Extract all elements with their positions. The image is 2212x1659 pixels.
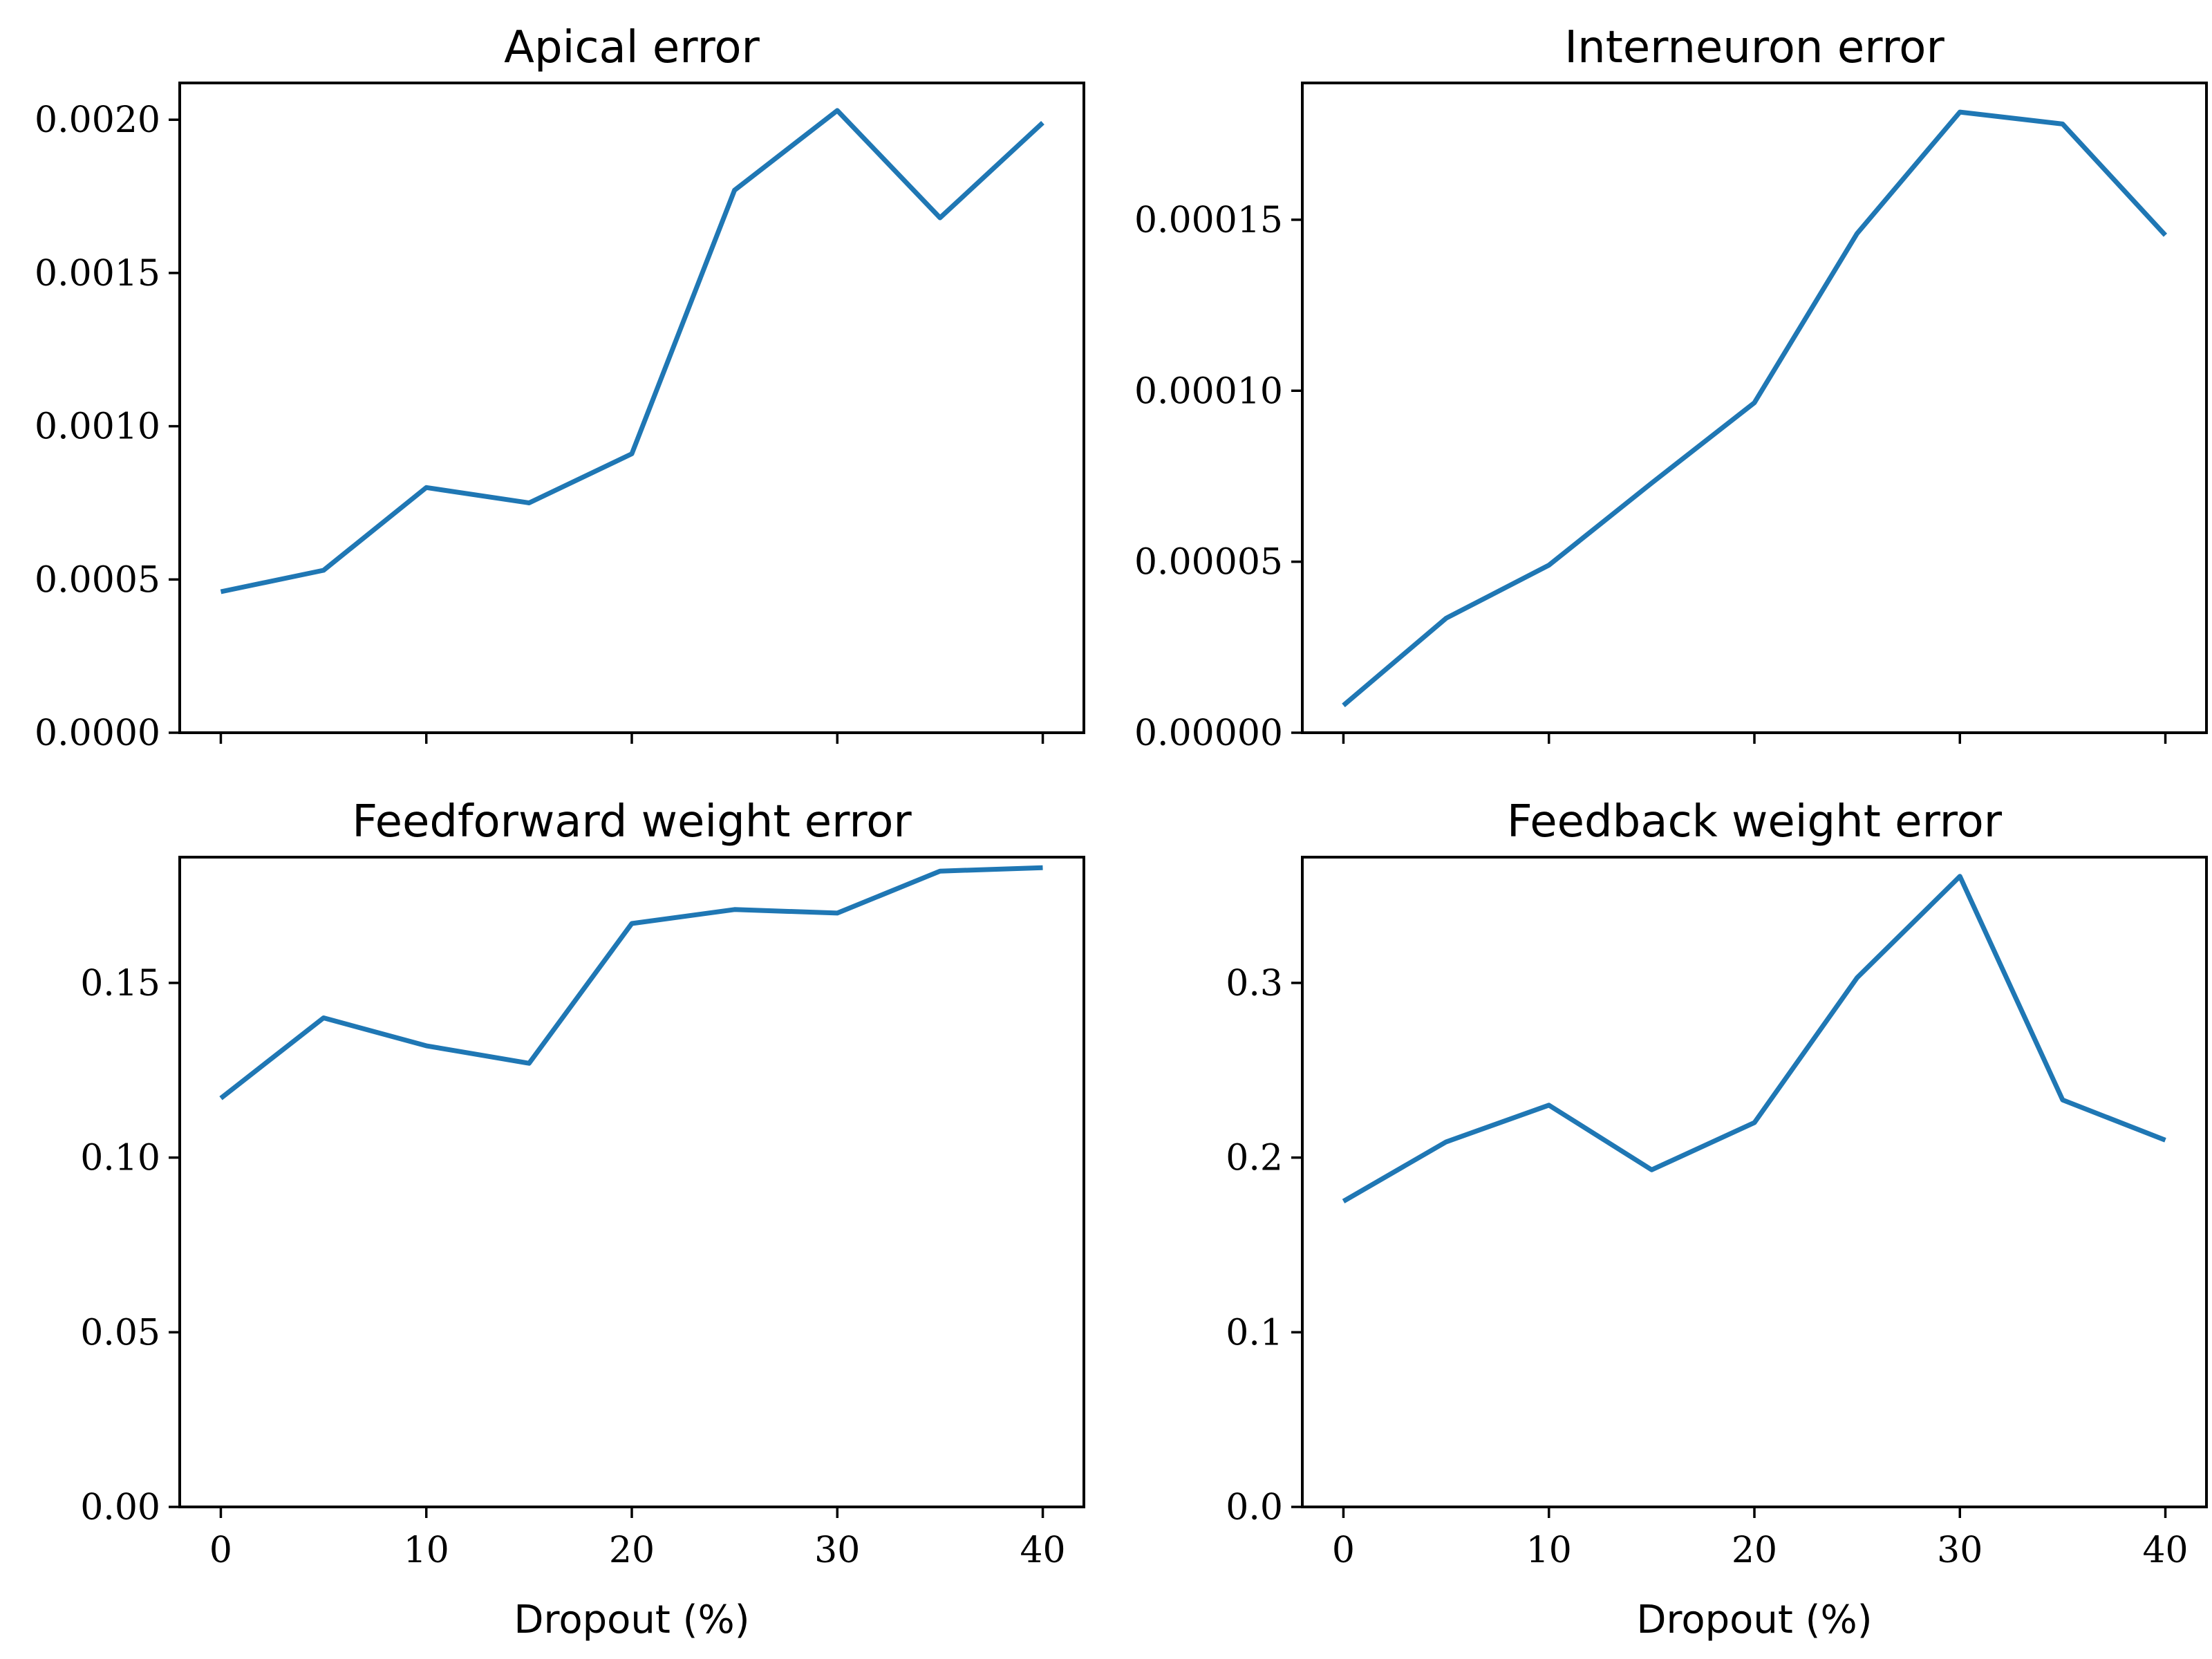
x-tick-label: 40: [1020, 1530, 1065, 1571]
plot-frame: [178, 82, 1085, 734]
y-tick-label: 0.3: [1226, 963, 1283, 1004]
chart-panel-1: Apical error 0.0000 0.0005 0.0010 0.0015 0.00…: [35, 22, 1085, 754]
x-tick-label: 30: [814, 1530, 860, 1571]
plot-frame: [1301, 856, 2208, 1508]
series-line: [1342, 109, 2168, 708]
y-tick-label: 0.0010: [35, 406, 160, 448]
x-tick-label: 20: [609, 1530, 655, 1571]
chart-title: Feedback weight error: [1507, 796, 2003, 847]
y-tick-label: 0.00: [80, 1487, 160, 1528]
y-tick-label: 0.0000: [35, 713, 160, 754]
y-tick-label: 0.0005: [35, 559, 160, 601]
x-tick-label: 10: [1526, 1530, 1572, 1571]
x-axis-label: Dropout (%): [1636, 1597, 1872, 1642]
x-axis-label: Dropout (%): [514, 1597, 749, 1642]
series-line: [1342, 874, 2166, 1203]
y-tick-label: 0.1: [1226, 1312, 1283, 1353]
y-tick-label: 0.05: [80, 1312, 160, 1353]
chart-panel-2: Interneuron error 0.00000 0.00005 0.00010 0.…: [1134, 22, 2208, 754]
series-line: [220, 108, 1044, 594]
x-tick-label: 30: [1937, 1530, 1983, 1571]
chart-title: Apical error: [504, 22, 760, 73]
y-tick-label: 0.00010: [1134, 371, 1283, 412]
plot-frame: [178, 856, 1085, 1508]
chart-title: Feedforward weight error: [352, 796, 912, 847]
y-tick-label: 0.2: [1226, 1138, 1283, 1179]
y-tick-label: 0.00005: [1134, 542, 1283, 583]
series-line: [219, 865, 1043, 1100]
x-tick-label: 0: [209, 1530, 232, 1571]
y-tick-label: 0.0: [1226, 1487, 1283, 1528]
chart-title: Interneuron error: [1564, 22, 1944, 73]
y-tick-label: 0.00000: [1134, 713, 1283, 754]
y-tick-label: 0.0015: [35, 253, 160, 294]
y-tick-label: 0.00015: [1134, 200, 1283, 241]
x-tick-label: 10: [404, 1530, 449, 1571]
y-tick-label: 0.0020: [35, 100, 160, 141]
chart-panel-4: Feedback weight error 0.0 0.1 0.2 0.3 0 10 20 30…: [1226, 796, 2208, 1642]
chart-panel-3: Feedforward weight error 0.00 0.05 0.10 0.15…: [80, 796, 1085, 1642]
y-tick-label: 0.10: [80, 1138, 160, 1179]
plot-frame: [1301, 82, 2208, 734]
x-tick-label: 20: [1732, 1530, 1777, 1571]
y-tick-label: 0.15: [80, 963, 160, 1004]
x-tick-label: 0: [1332, 1530, 1355, 1571]
x-tick-label: 40: [2142, 1530, 2188, 1571]
